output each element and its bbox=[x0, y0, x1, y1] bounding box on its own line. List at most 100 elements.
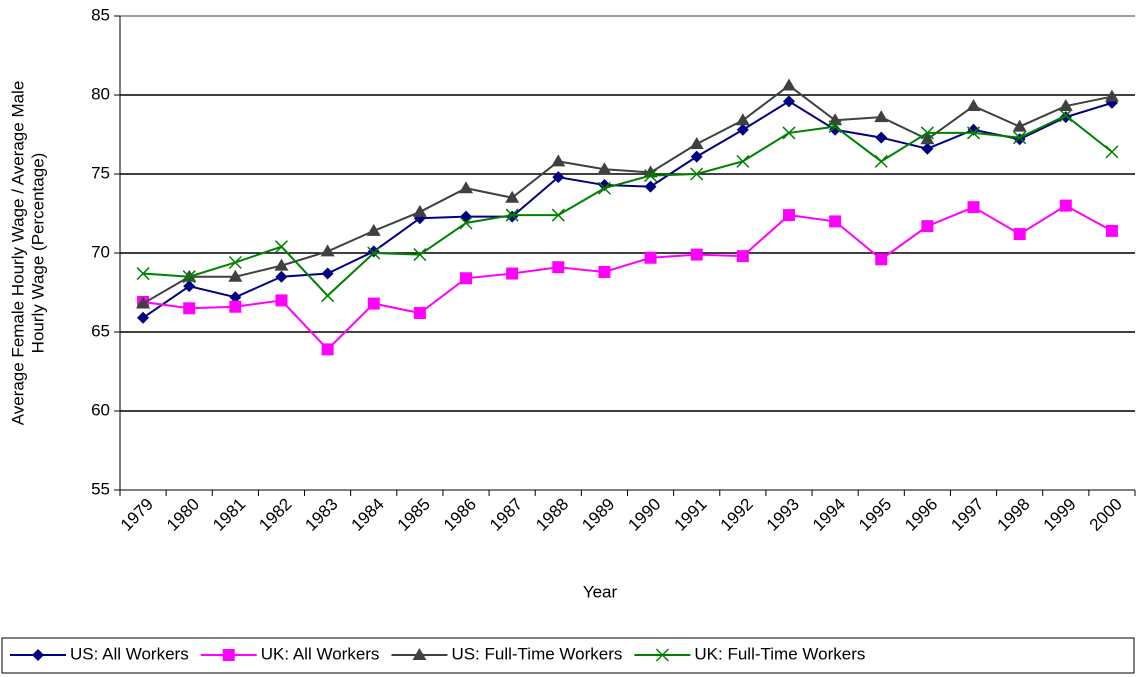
marker bbox=[274, 240, 289, 254]
marker bbox=[460, 272, 473, 285]
x-tick-label: 1986 bbox=[440, 495, 480, 535]
marker bbox=[1012, 119, 1027, 132]
marker bbox=[597, 162, 612, 175]
x-tick-label: 1990 bbox=[624, 495, 664, 535]
marker bbox=[367, 245, 380, 258]
marker bbox=[228, 255, 242, 270]
legend-item: UK: All Workers bbox=[200, 644, 380, 663]
marker bbox=[644, 180, 657, 193]
marker bbox=[735, 113, 750, 126]
marker bbox=[552, 171, 565, 184]
marker bbox=[460, 210, 473, 223]
marker bbox=[321, 267, 334, 280]
marker bbox=[275, 270, 288, 283]
x-tick-label: 1981 bbox=[209, 495, 249, 535]
legend-box bbox=[1, 637, 1135, 674]
marker bbox=[229, 291, 242, 304]
marker bbox=[689, 136, 704, 149]
series-line bbox=[142, 100, 1113, 319]
marker bbox=[829, 215, 842, 228]
marker bbox=[1013, 131, 1027, 145]
marker bbox=[921, 220, 934, 233]
marker bbox=[874, 154, 888, 168]
x-axis-label: Year bbox=[583, 582, 618, 601]
legend-item: UK: Full-Time Workers bbox=[634, 644, 865, 663]
marker bbox=[966, 99, 981, 112]
x-tick-label: 1995 bbox=[855, 495, 895, 535]
marker bbox=[1104, 89, 1119, 102]
marker bbox=[598, 265, 611, 278]
legend-marker bbox=[222, 649, 235, 661]
marker bbox=[736, 123, 749, 136]
marker bbox=[506, 210, 519, 223]
marker bbox=[367, 246, 381, 260]
marker bbox=[552, 261, 565, 274]
marker bbox=[367, 297, 380, 310]
marker bbox=[736, 250, 749, 263]
legend-label: US: All Workers bbox=[70, 644, 189, 663]
marker bbox=[182, 270, 196, 284]
marker bbox=[320, 244, 335, 257]
x-tick-label: 1982 bbox=[255, 495, 295, 535]
x-tick-label: 1984 bbox=[348, 495, 388, 535]
y-tick-label: 65 bbox=[91, 321, 110, 340]
marker bbox=[1059, 109, 1073, 123]
legend-item: US: All Workers bbox=[10, 644, 189, 663]
marker bbox=[413, 307, 426, 320]
marker bbox=[1059, 111, 1072, 124]
marker bbox=[275, 294, 288, 307]
x-tick-label: 1998 bbox=[993, 495, 1033, 535]
x-tick-label: 1989 bbox=[578, 495, 618, 535]
marker bbox=[1013, 228, 1026, 241]
marker bbox=[966, 126, 981, 140]
marker bbox=[875, 131, 888, 144]
marker bbox=[644, 169, 658, 183]
x-tick-label: 1997 bbox=[947, 495, 987, 535]
marker bbox=[643, 165, 658, 178]
marker bbox=[920, 126, 934, 140]
marker bbox=[506, 267, 519, 280]
y-tick-label: 80 bbox=[91, 84, 110, 103]
marker bbox=[228, 269, 243, 282]
marker bbox=[782, 95, 795, 108]
marker bbox=[551, 154, 566, 167]
legend-label: UK: All Workers bbox=[261, 644, 380, 663]
y-tick-label: 55 bbox=[91, 479, 110, 498]
marker bbox=[413, 248, 427, 262]
x-tick-label: 2000 bbox=[1086, 495, 1126, 535]
marker bbox=[967, 201, 980, 214]
marker bbox=[782, 126, 796, 140]
marker bbox=[136, 267, 150, 281]
y-tick-label: 85 bbox=[91, 5, 110, 24]
marker bbox=[183, 280, 196, 293]
legend-marker bbox=[655, 648, 669, 662]
legend-label: US: Full-Time Workers bbox=[451, 644, 622, 663]
x-tick-label: 1987 bbox=[486, 495, 526, 535]
legend-marker bbox=[32, 649, 44, 661]
marker bbox=[597, 181, 611, 195]
series-line bbox=[142, 114, 1113, 298]
y-axis-label-line: Hourly Wage (Percentage) bbox=[28, 153, 47, 354]
marker bbox=[274, 258, 289, 271]
marker bbox=[690, 150, 703, 163]
marker bbox=[1105, 224, 1118, 237]
x-tick-label: 1980 bbox=[163, 495, 203, 535]
marker bbox=[321, 343, 334, 356]
marker bbox=[321, 289, 335, 303]
x-tick-label: 1992 bbox=[717, 495, 757, 535]
marker bbox=[690, 167, 704, 181]
legend-item: US: Full-Time Workers bbox=[391, 644, 622, 663]
marker bbox=[551, 208, 565, 222]
x-tick-label: 1979 bbox=[117, 495, 157, 535]
marker bbox=[920, 132, 935, 145]
x-tick-label: 1993 bbox=[763, 495, 803, 535]
x-tick-label: 1983 bbox=[301, 495, 341, 535]
series-line bbox=[142, 204, 1113, 351]
y-axis-label-line: Average Female Hourly Wage / Average Mal… bbox=[8, 81, 27, 426]
series-line bbox=[142, 84, 1113, 305]
x-tick-label: 1991 bbox=[671, 495, 711, 535]
y-tick-label: 70 bbox=[91, 242, 110, 261]
legend-marker bbox=[412, 648, 427, 660]
x-tick-label: 1988 bbox=[532, 495, 572, 535]
